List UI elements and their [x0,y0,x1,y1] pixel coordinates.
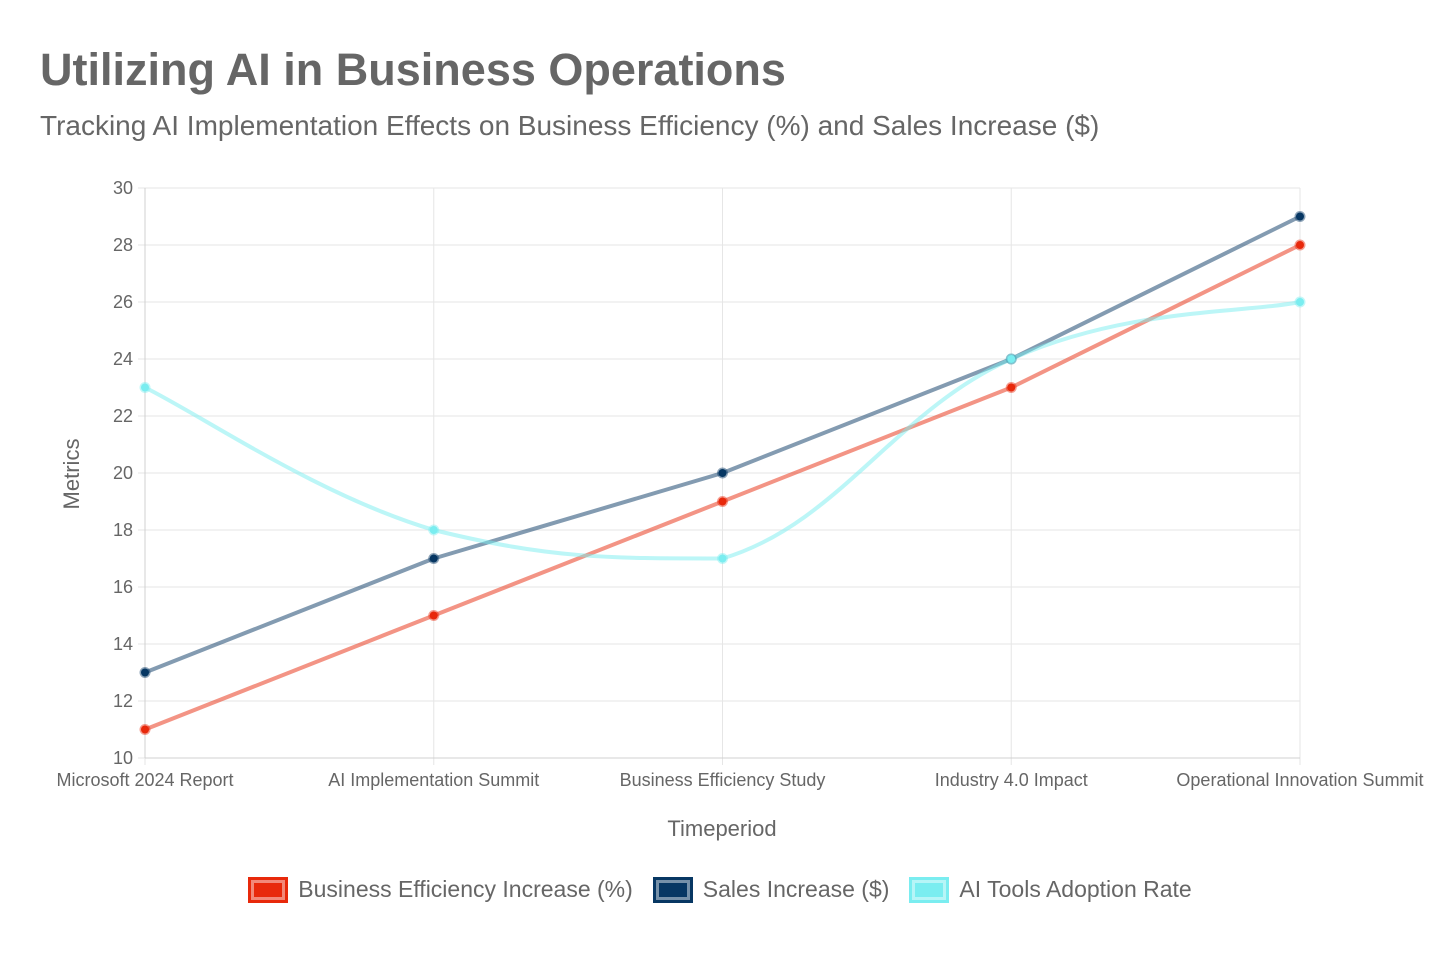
data-point-ai-tools-adoption-rate[interactable] [717,553,728,564]
y-tick-label: 30 [113,178,133,198]
legend: Business Efficiency Increase (%) Sales In… [0,876,1440,903]
legend-label: Sales Increase ($) [702,876,890,902]
x-tick-label: Industry 4.0 Impact [935,770,1088,790]
data-point-ai-tools-adoption-rate[interactable] [1005,353,1017,365]
x-tick-label: Business Efficiency Study [620,770,826,790]
data-point-sales-increase[interactable] [1294,211,1306,222]
legend-item-business-efficiency-increase[interactable]: Business Efficiency Increase (%) [248,876,633,903]
y-tick-label: 14 [113,634,133,654]
x-tick-label: Operational Innovation Summit [1176,770,1423,790]
legend-swatch [652,876,693,903]
data-point-sales-increase[interactable] [139,667,151,678]
x-axis-title: Timeperiod [667,816,776,841]
series-points [139,211,1306,735]
legend-item-ai-tools-adoption-rate[interactable]: AI Tools Adoption Rate [909,876,1192,903]
data-point-ai-tools-adoption-rate[interactable] [139,382,151,393]
data-point-business-efficiency-increase[interactable] [139,724,151,735]
data-point-sales-increase[interactable] [428,553,440,564]
data-point-ai-tools-adoption-rate[interactable] [428,524,440,536]
y-tick-label: 26 [113,292,133,312]
y-tick-label: 20 [113,463,133,483]
legend-swatch [909,876,950,903]
legend-item-sales-increase[interactable]: Sales Increase ($) [652,876,890,903]
y-tick-label: 28 [113,235,133,255]
y-tick-label: 16 [113,577,133,597]
y-tick-label: 10 [113,748,133,768]
x-tick-label: Microsoft 2024 Report [56,770,233,790]
data-point-business-efficiency-increase[interactable] [428,610,440,621]
data-point-business-efficiency-increase[interactable] [717,496,728,507]
chart-title: Utilizing AI in Business Operations [40,44,786,95]
legend-label: Business Efficiency Increase (%) [298,876,633,902]
y-tick-label: 24 [113,349,133,369]
legend-swatch [248,876,289,903]
data-point-ai-tools-adoption-rate[interactable] [1294,296,1306,308]
y-tick-label: 12 [113,691,133,711]
chart-subtitle: Tracking AI Implementation Effects on Bu… [40,110,1100,141]
axes: 10 12 14 16 18 20 22 24 26 28 30 Microsoft 2024 Rep… [56,178,1423,790]
data-point-business-efficiency-increase[interactable] [1005,382,1017,393]
data-point-sales-increase[interactable] [717,467,728,479]
legend-label: AI Tools Adoption Rate [959,876,1192,902]
data-point-business-efficiency-increase[interactable] [1294,239,1306,251]
y-tick-label: 22 [113,406,133,426]
y-tick-label: 18 [113,520,133,540]
y-axis-title: Metrics [59,439,84,510]
x-tick-label: AI Implementation Summit [328,770,539,790]
